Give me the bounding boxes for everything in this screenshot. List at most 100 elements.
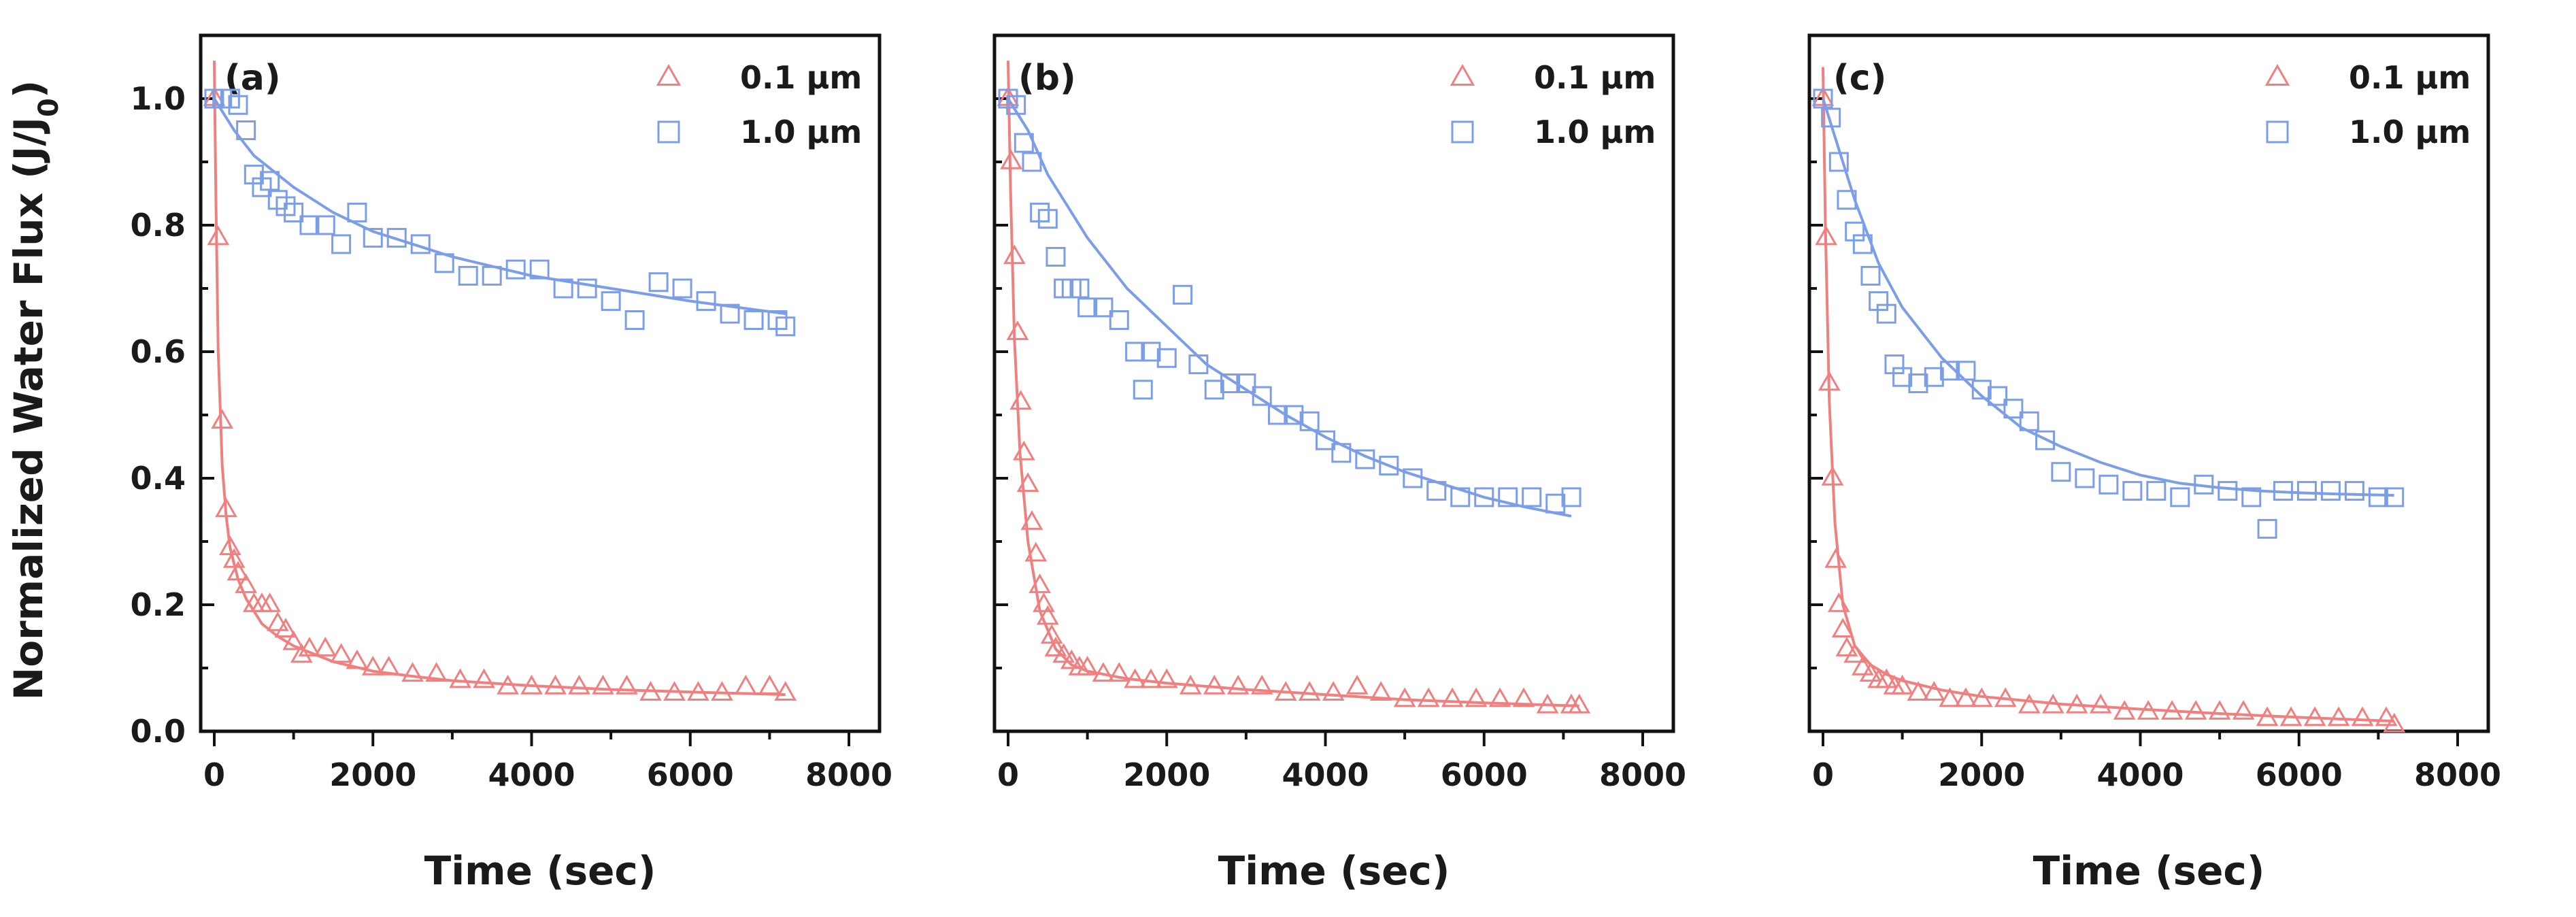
data-point (1044, 637, 1067, 656)
data-point (1876, 303, 1896, 324)
legend-label: 1.0 μm (2349, 114, 2471, 150)
x-tick-label: 4000 (2096, 756, 2184, 793)
data-point (1345, 674, 1369, 695)
data-point (401, 662, 424, 682)
data-point (1331, 443, 1352, 463)
data-point (2041, 693, 2064, 714)
data-point (363, 228, 383, 248)
data-point (458, 265, 478, 286)
x-axis-title: Time (sec) (1218, 848, 1450, 894)
data-point (529, 259, 550, 280)
data-point (1465, 687, 1488, 707)
data-point (720, 303, 740, 324)
x-tick-label: 8000 (2414, 756, 2501, 793)
panel-label: (c) (1833, 58, 1886, 99)
data-point (1379, 455, 1399, 476)
data-point (1907, 681, 1930, 701)
data-point (228, 95, 248, 115)
data-point (1268, 405, 1288, 425)
data-point (211, 409, 234, 429)
data-point (1188, 354, 1209, 375)
data-point (235, 573, 258, 593)
data-point (1512, 687, 1535, 707)
data-point (2296, 481, 2317, 501)
data-point (473, 668, 495, 688)
data-point (1012, 440, 1035, 461)
data-point (1092, 662, 1115, 682)
data-point (2303, 706, 2326, 727)
data-point (218, 535, 241, 556)
data-point (378, 655, 400, 676)
data-point (1835, 637, 1858, 656)
data-point (1852, 234, 1873, 254)
data-point (1009, 390, 1033, 410)
legend-marker (657, 120, 680, 144)
data-point (1922, 681, 1945, 701)
data-point (298, 637, 321, 656)
fit-line (213, 97, 786, 316)
data-point (1940, 361, 1960, 381)
data-point (1322, 681, 1345, 701)
y-axis-title: Normalized Water Flux (J/J0) (5, 80, 65, 701)
data-point (1369, 681, 1392, 701)
data-point (743, 310, 764, 330)
data-point (222, 548, 246, 568)
data-point (1274, 681, 1297, 701)
data-point (568, 674, 590, 695)
series-1: 0.1 μm (997, 59, 1656, 714)
data-point (1003, 244, 1026, 265)
data-point (284, 202, 304, 222)
data-point (1203, 674, 1226, 695)
data-point (260, 171, 280, 191)
data-point (1033, 592, 1055, 612)
data-point (1299, 411, 1320, 431)
series-2: 1.0 μm (204, 88, 862, 337)
charts-root: 0.0 0.2 0.4 0.6 0.8 1.0 0 2000 4000 6000 8000 Time … (5, 33, 2501, 894)
data-point (2098, 474, 2119, 495)
data-point (449, 668, 471, 688)
data-point (290, 643, 313, 663)
chart-panel-3: 0 2000 4000 6000 8000 Time (sec) (c) 0.1 μm 1.0 … (1807, 33, 2501, 894)
data-point (2344, 481, 2364, 501)
data-point (1939, 687, 1961, 707)
data-point (672, 278, 692, 299)
data-point (2137, 700, 2160, 720)
data-point (2327, 706, 2350, 727)
y-axis-title-close: ) (5, 80, 52, 99)
data-point (1155, 668, 1178, 688)
data-point (207, 225, 230, 246)
data-point (282, 630, 305, 650)
data-point (2075, 468, 2095, 488)
data-point (1109, 310, 1129, 330)
data-point (1076, 655, 1099, 676)
data-point (299, 215, 320, 235)
data-point (2019, 411, 2039, 431)
data-point (1954, 687, 1977, 707)
data-point (696, 291, 716, 312)
fit-line (213, 61, 786, 697)
data-point (1488, 687, 1511, 707)
data-point (624, 310, 645, 330)
y-tick-label: 0.4 (131, 460, 186, 497)
data-point (2051, 462, 2071, 482)
data-point (434, 253, 454, 273)
fit-line (1822, 67, 2394, 723)
data-point (1821, 107, 1841, 128)
data-point (1956, 361, 1976, 381)
data-point (1036, 605, 1059, 625)
data-point (227, 561, 250, 581)
data-point (505, 259, 526, 280)
y-tick-label: 0.2 (131, 586, 186, 623)
x-tick-label: 8000 (805, 756, 892, 793)
x-tick-label: 4000 (1282, 756, 1369, 793)
legend-label: 1.0 μm (740, 114, 862, 150)
data-point (346, 649, 369, 669)
data-point (1561, 487, 1582, 507)
data-point (2122, 481, 2143, 501)
data-point (544, 674, 567, 695)
data-point (330, 643, 352, 663)
data-point (1860, 265, 1881, 286)
data-point (1827, 592, 1850, 612)
data-point (1837, 190, 1857, 210)
panel-label: (b) (1018, 58, 1076, 99)
